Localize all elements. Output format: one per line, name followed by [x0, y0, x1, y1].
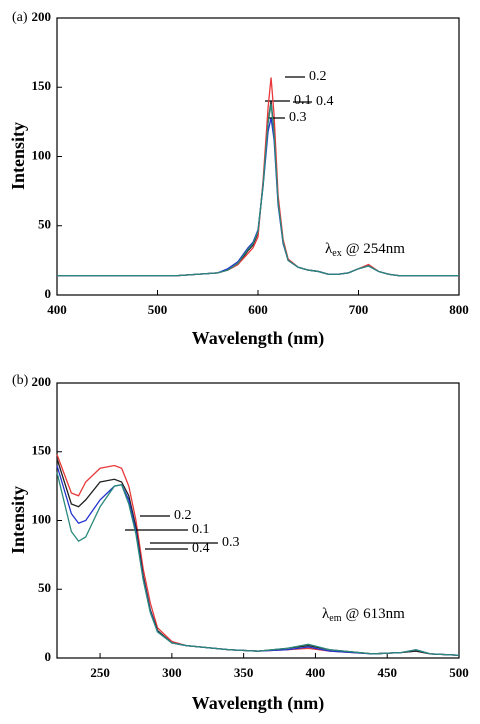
x-axis-title: Wavelength (nm)	[192, 328, 325, 349]
y-tick-label: 100	[32, 511, 52, 526]
y-tick-label: 150	[32, 443, 52, 458]
series-label: 0.2	[174, 508, 192, 523]
panel-label: (a)	[12, 10, 28, 25]
y-axis-title: Intensity	[8, 486, 28, 554]
series-line	[57, 103, 459, 277]
y-tick-label: 0	[45, 286, 52, 301]
x-axis-title: Wavelength (nm)	[192, 693, 325, 714]
series-label: 0.3	[222, 535, 240, 550]
annotation-text: @ 254nm	[346, 241, 406, 257]
series-label: 0.4	[316, 94, 334, 109]
x-tick-label: 700	[349, 302, 369, 317]
x-tick-label: 400	[306, 665, 326, 680]
y-tick-label: 200	[32, 9, 52, 24]
y-tick-label: 200	[32, 374, 52, 389]
annotation: λex @ 254nm	[325, 241, 405, 259]
series-line	[56, 472, 460, 656]
annotation-sub: em	[329, 613, 341, 624]
x-tick-label: 300	[162, 665, 182, 680]
annotation-symbol: λ	[322, 606, 330, 622]
y-tick-label: 50	[38, 580, 51, 595]
x-tick-label: 450	[377, 665, 397, 680]
x-tick-label: 250	[90, 665, 110, 680]
series-label: 0.2	[309, 69, 327, 84]
series-line	[56, 465, 460, 656]
series-line	[56, 458, 460, 656]
y-axis-title: Intensity	[8, 122, 28, 190]
x-tick-label: 600	[248, 302, 268, 317]
annotation-sub: ex	[332, 248, 341, 259]
series-label: 0.1	[192, 522, 210, 537]
y-tick-label: 100	[32, 147, 52, 162]
annotation: λem @ 613nm	[322, 606, 405, 624]
annotation-symbol: λ	[325, 241, 333, 257]
x-tick-label: 350	[234, 665, 254, 680]
x-tick-label: 400	[47, 302, 67, 317]
panel-label: (b)	[12, 373, 29, 388]
series-label: 0.4	[192, 541, 210, 556]
annotation-text: @ 613nm	[346, 606, 406, 622]
x-tick-label: 500	[449, 665, 469, 680]
x-tick-label: 800	[449, 302, 469, 317]
y-tick-label: 0	[45, 649, 52, 664]
series-label: 0.3	[289, 110, 307, 125]
y-tick-label: 150	[32, 78, 52, 93]
y-tick-label: 50	[38, 217, 51, 232]
series-label: 0.1	[294, 93, 312, 108]
series-line	[56, 454, 460, 656]
x-tick-label: 500	[148, 302, 168, 317]
